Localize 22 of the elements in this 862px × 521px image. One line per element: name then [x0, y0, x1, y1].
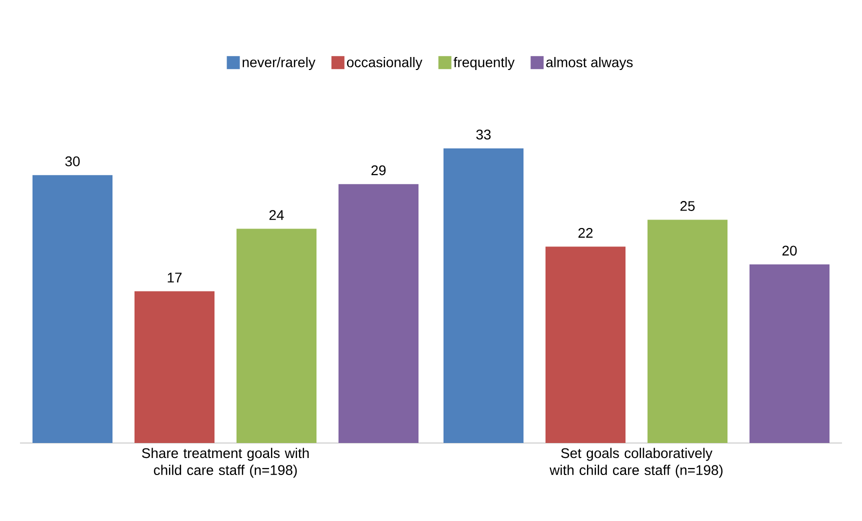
- x-tick-label: Share treatment goals with child care staff (n=198): [142, 448, 309, 478]
- legend-label: occasionally: [347, 57, 422, 70]
- bar: [546, 246, 626, 443]
- x-tick-label: Set goals collaboratively with child care staff (n=198): [550, 448, 723, 478]
- legend-label: never/rarely: [242, 57, 316, 70]
- legend-label: frequently: [454, 57, 515, 70]
- bar: [236, 228, 317, 443]
- legend-label: almost always: [546, 57, 633, 70]
- bar: [750, 264, 830, 443]
- data-label: 33: [476, 130, 491, 140]
- bar: [338, 184, 419, 443]
- data-label: 30: [65, 156, 80, 166]
- data-label: 22: [578, 228, 593, 238]
- bar: [32, 175, 112, 443]
- bar: [134, 291, 215, 443]
- bar: [444, 148, 524, 443]
- data-label: 20: [782, 246, 797, 256]
- data-label: 29: [371, 165, 386, 176]
- data-label: 25: [680, 201, 695, 211]
- data-label: 24: [269, 210, 284, 220]
- data-label: 17: [168, 272, 182, 282]
- bar: [648, 220, 728, 443]
